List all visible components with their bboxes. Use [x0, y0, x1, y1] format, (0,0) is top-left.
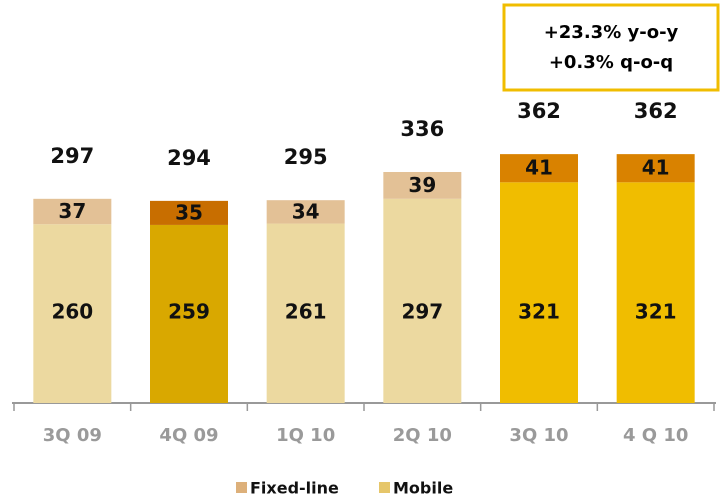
annotation-box	[502, 3, 720, 92]
bar-segment	[33, 198, 112, 225]
data-label: 37	[58, 199, 86, 223]
total-label: 362	[517, 99, 561, 123]
x-tick-label: 4 Q 10	[623, 425, 688, 446]
legend-label: Mobile	[393, 479, 453, 498]
x-tick-label: 3Q 10	[509, 425, 568, 446]
total-label: 362	[634, 99, 678, 123]
total-label: 336	[400, 117, 444, 141]
bar-segment	[33, 224, 112, 403]
legend-swatch	[379, 482, 390, 493]
data-label: 34	[292, 199, 320, 223]
data-label: 41	[525, 156, 553, 180]
legend-swatch	[236, 482, 247, 493]
bar-segment	[266, 200, 345, 224]
data-label: 297	[401, 300, 443, 324]
data-label: 41	[642, 156, 670, 180]
bar-segment	[616, 154, 695, 183]
bar-segment	[150, 200, 228, 225]
total-label: 295	[284, 145, 328, 169]
annotation: +0.3% q-o-q	[549, 52, 673, 73]
data-label: 39	[408, 173, 436, 197]
bar-segment	[500, 182, 578, 403]
bar-segment	[383, 198, 462, 403]
x-tick-label: 2Q 10	[393, 425, 452, 446]
data-label: 321	[518, 300, 560, 324]
bar-segment	[500, 154, 578, 183]
data-label: 35	[175, 200, 203, 224]
x-tick-label: 1Q 10	[276, 425, 335, 446]
data-label: 260	[51, 300, 93, 324]
bar-segment	[150, 224, 228, 403]
data-label: 321	[635, 300, 677, 324]
legend-label: Fixed-line	[250, 479, 339, 498]
bar-segment	[616, 182, 695, 403]
total-label: 294	[167, 146, 211, 170]
data-label: 261	[285, 300, 327, 324]
data-label: 259	[168, 300, 210, 324]
annotation: +23.3% y-o-y	[544, 22, 679, 43]
total-label: 297	[50, 144, 94, 168]
bar-segment	[383, 172, 462, 199]
x-tick-label: 3Q 09	[43, 425, 102, 446]
bar-segment	[266, 223, 345, 403]
x-tick-label: 4Q 09	[159, 425, 218, 446]
